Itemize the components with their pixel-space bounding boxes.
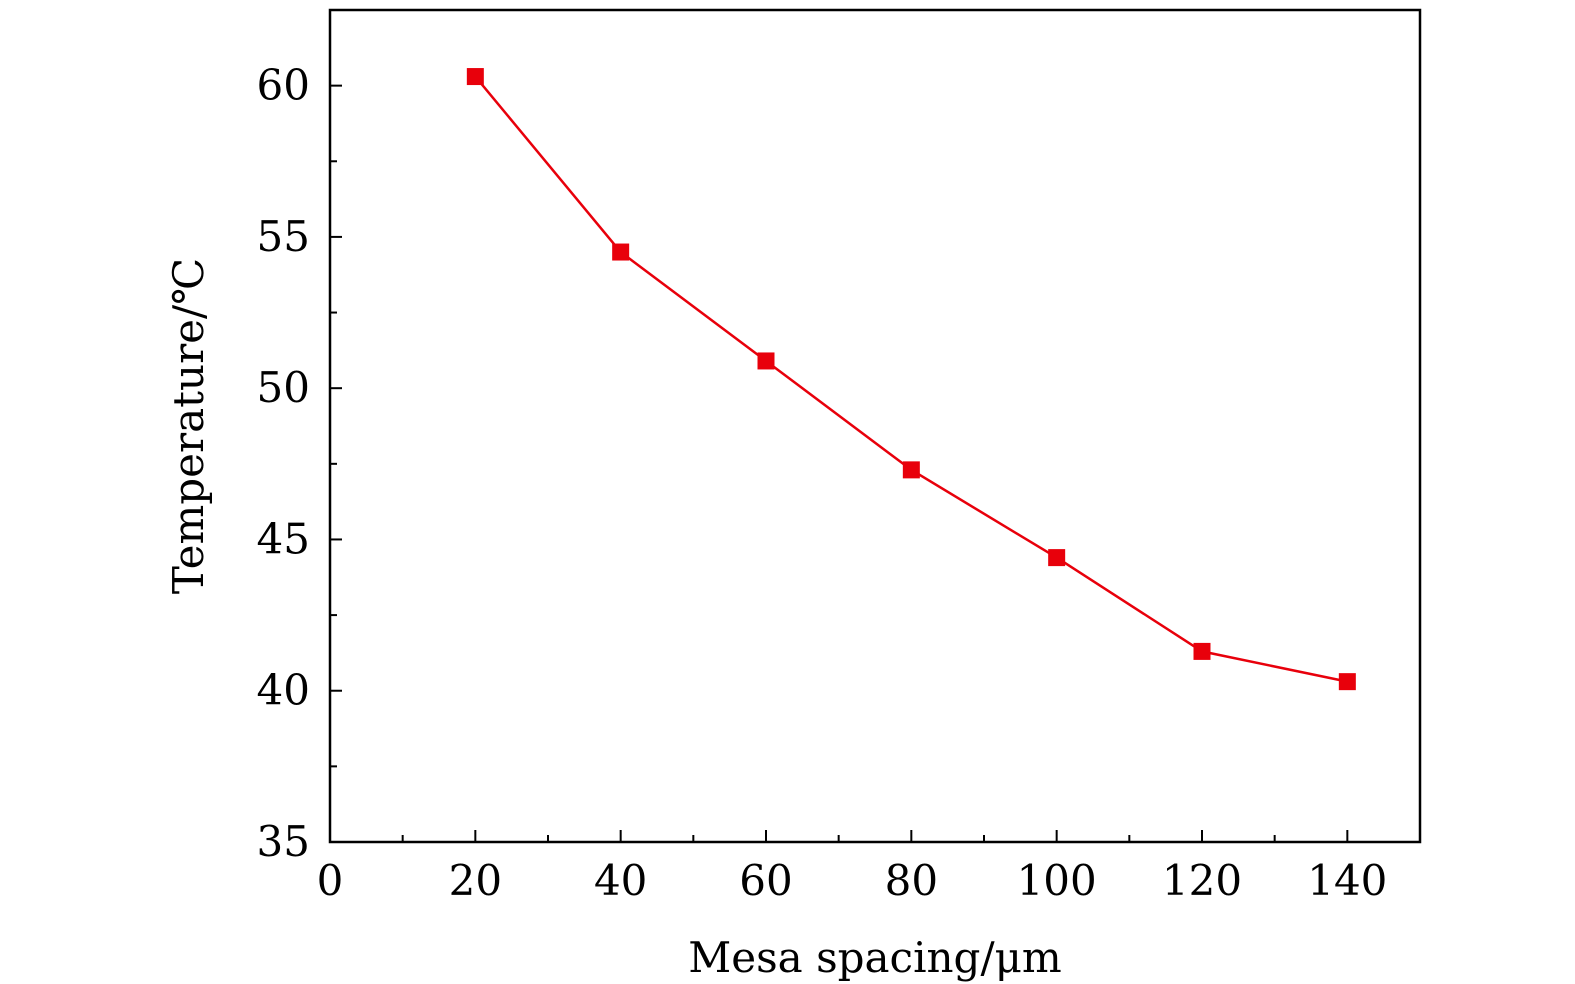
y-tick-label: 45	[257, 514, 310, 563]
x-tick-label: 40	[594, 856, 647, 905]
y-axis-label: Temperature/℃	[164, 258, 213, 594]
x-tick-label: 80	[885, 856, 938, 905]
y-tick-label: 40	[257, 666, 310, 715]
x-tick-label: 140	[1307, 856, 1387, 905]
data-point-marker	[1048, 549, 1066, 567]
y-tick-label: 35	[257, 817, 310, 866]
series-line	[474, 75, 1348, 683]
x-tick-label: 20	[449, 856, 502, 905]
x-axis-tick-labels: 0 20 40 60 80 100 120 140	[317, 856, 1388, 905]
x-axis-label: Mesa spacing/μm	[688, 933, 1061, 982]
y-axis-tick-labels: 35 40 45 50 55 60	[257, 61, 310, 866]
x-axis-ticks	[329, 830, 1421, 842]
data-point-marker	[902, 461, 920, 479]
y-tick-label: 50	[257, 363, 310, 412]
x-tick-label: 120	[1162, 856, 1242, 905]
data-point-marker	[1193, 642, 1211, 660]
y-tick-label: 55	[257, 212, 310, 261]
x-tick-label: 100	[1017, 856, 1097, 905]
data-point-marker	[757, 352, 775, 370]
x-tick-label: 0	[317, 856, 344, 905]
y-axis-ticks	[330, 84, 342, 843]
series-layer	[466, 68, 1356, 691]
plot-frame	[328, 8, 1422, 844]
y-tick-label: 60	[257, 61, 310, 110]
data-point-marker	[466, 68, 484, 86]
x-tick-label: 60	[739, 856, 792, 905]
data-point-marker	[612, 243, 630, 261]
data-point-marker	[1338, 673, 1356, 691]
